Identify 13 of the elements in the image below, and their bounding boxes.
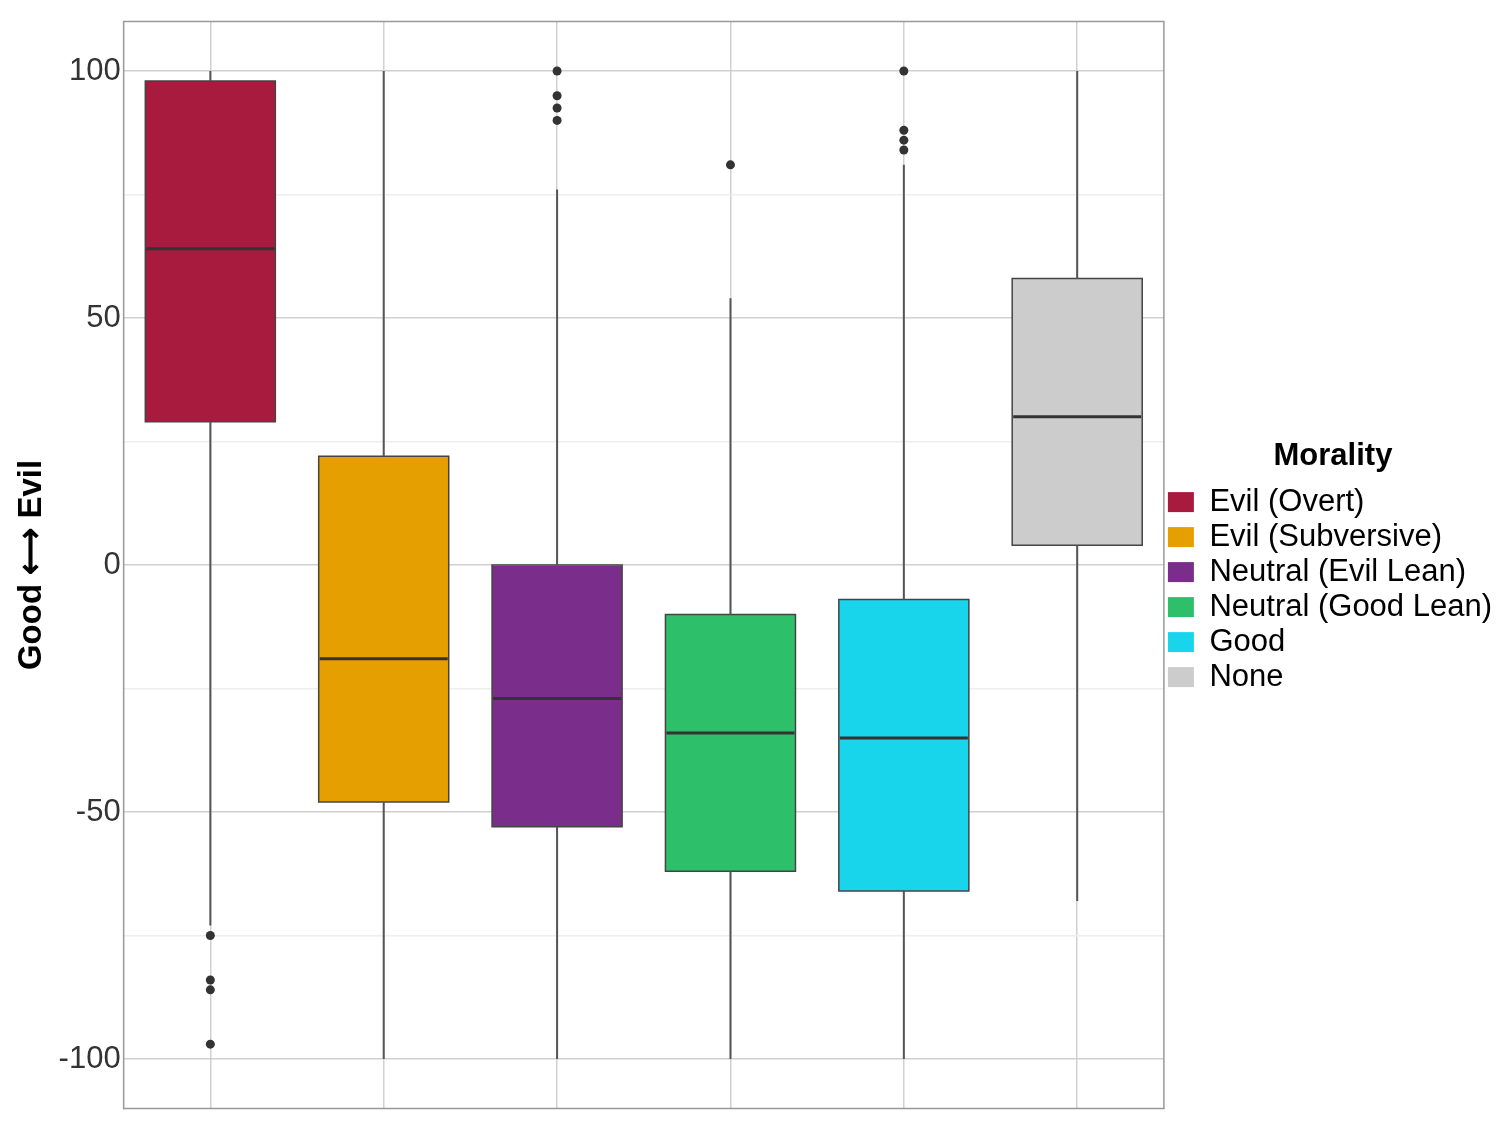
y-tick-label: 50 [86,298,121,334]
y-tick-label: 0 [103,545,121,581]
legend-label: None [1209,657,1284,693]
y-tick-label: 100 [68,51,121,87]
y-tick-label: -100 [58,1039,121,1075]
legend-label: Evil (Overt) [1209,482,1365,518]
y-axis-title: Good ⟷ Evil [10,459,48,671]
legend-label: Evil (Subversive) [1209,517,1442,553]
y-tick-label: -50 [75,792,121,828]
legend-label: Neutral (Evil Lean) [1209,552,1467,588]
legend-title: Morality [1273,437,1394,473]
legend-label: Neutral (Good Lean) [1209,587,1493,623]
legend-label: Good [1209,622,1286,658]
